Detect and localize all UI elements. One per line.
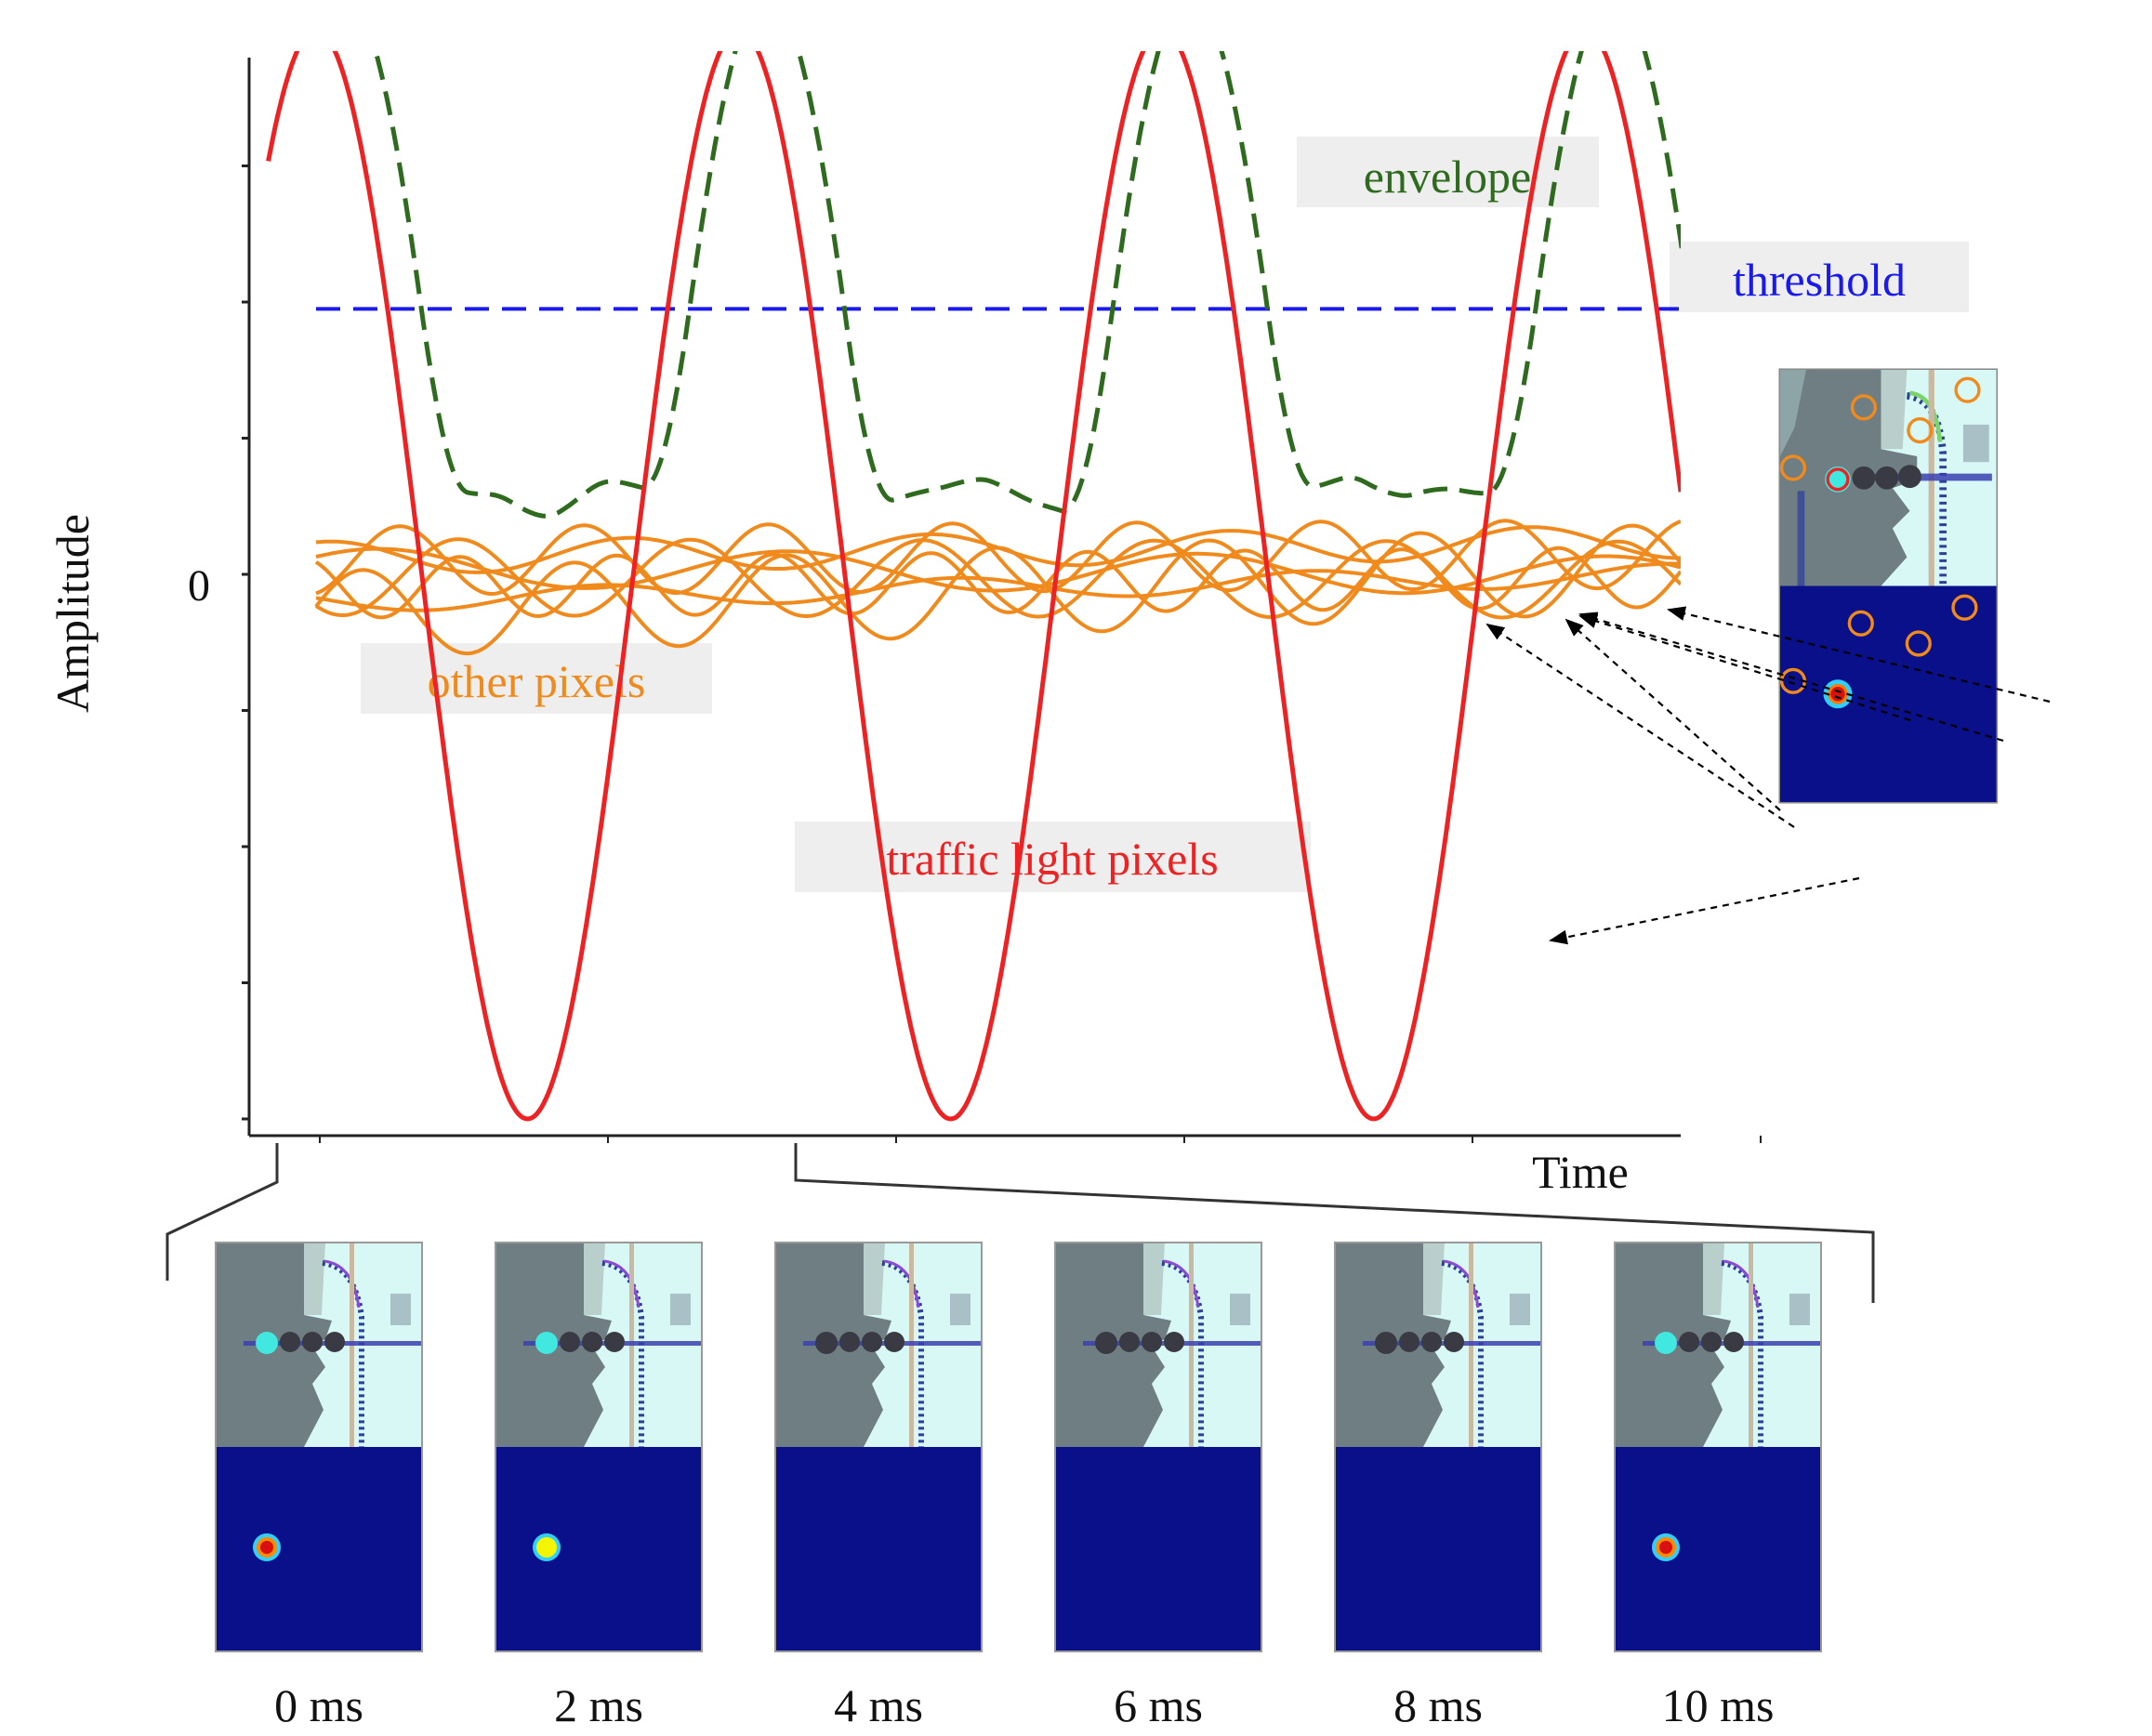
frame-light-lamp	[815, 1332, 838, 1354]
frame-heat-map	[1055, 1447, 1261, 1651]
frame-time-label: 4 ms	[834, 1679, 923, 1731]
frame-heat-map	[1615, 1447, 1821, 1651]
threshold-label: threshold	[1733, 254, 1906, 306]
traffic-light-label: traffic light pixels	[886, 833, 1218, 885]
other-pixel-line	[315, 519, 1681, 596]
frame-light-lamp	[1679, 1332, 1699, 1352]
frame-bracket	[165, 1143, 1875, 1303]
frame: 0 ms	[215, 1242, 423, 1731]
frame-sign	[1510, 1294, 1530, 1325]
y-ticks	[242, 164, 249, 1121]
frame: 8 ms	[1334, 1242, 1542, 1731]
other-pixels-label-bg	[361, 643, 712, 714]
frame-light-lamp	[1655, 1332, 1677, 1354]
frame-sign	[1230, 1294, 1250, 1325]
traffic-light-line	[266, 51, 1681, 1122]
frame-wire	[323, 1259, 361, 1309]
right-heat-map	[1780, 585, 1997, 802]
frame-heat-map	[775, 1447, 982, 1651]
frame-light-lamp	[839, 1332, 860, 1352]
frame-sign	[1789, 1294, 1810, 1325]
frame-light-lamp	[862, 1332, 882, 1352]
frame: 10 ms	[1614, 1242, 1822, 1731]
axes	[247, 58, 1681, 1138]
frame-heat-map	[495, 1447, 702, 1651]
frame-light-lamp	[1119, 1332, 1140, 1352]
frame-building	[304, 1243, 325, 1315]
frame: 2 ms	[495, 1242, 703, 1731]
frame-time-label: 0 ms	[274, 1679, 363, 1731]
frame-light-lamp	[582, 1332, 602, 1352]
other-pixel-line	[314, 546, 1681, 620]
right-thumbnail	[1778, 368, 1999, 804]
frame-light-lamp	[1701, 1332, 1722, 1352]
frame-border	[215, 1242, 423, 1652]
pointer-arrows	[1485, 606, 2051, 945]
other-pixel-line	[315, 561, 1681, 612]
x-axis-label: Time	[1532, 1146, 1629, 1198]
frame-light-lamp	[1164, 1332, 1184, 1352]
frame-wire	[1443, 1259, 1480, 1309]
frame-light-lamp	[302, 1332, 323, 1352]
frame-sequence: 0 ms 2 ms 4 ms 6 ms 8 ms 10 ms	[215, 1242, 1822, 1731]
frame-building	[1143, 1243, 1165, 1315]
frame-border	[774, 1242, 983, 1652]
frame-hot-spot	[536, 1537, 557, 1558]
frame-building	[584, 1243, 605, 1315]
frame-sign	[950, 1294, 970, 1325]
x-ticks	[319, 1136, 1762, 1143]
frame: 6 ms	[1054, 1242, 1262, 1731]
frame-hot-spot	[260, 1541, 273, 1554]
frame-light-lamp	[1444, 1332, 1464, 1352]
frame-light-lamp	[280, 1332, 300, 1352]
frame-light-lamp	[560, 1332, 580, 1352]
other-pixels-lines	[314, 519, 1681, 656]
frame: 4 ms	[774, 1242, 983, 1731]
frame-hot-spot	[1659, 1541, 1672, 1554]
frame-time-label: 6 ms	[1114, 1679, 1203, 1731]
frame-building	[864, 1243, 885, 1315]
frame-light-lamp	[324, 1332, 345, 1352]
threshold-label-bg	[1670, 242, 1969, 312]
frame-light-lamp	[535, 1332, 558, 1354]
frame-time-label: 10 ms	[1662, 1679, 1775, 1731]
frame-border	[1614, 1242, 1822, 1652]
envelope-line	[373, 51, 1681, 519]
frame-light-lamp	[1095, 1332, 1117, 1354]
frame-wire	[603, 1259, 640, 1309]
frame-light-lamp	[1421, 1332, 1442, 1352]
envelope-label-bg	[1297, 137, 1599, 207]
frame-heat-map	[1335, 1447, 1541, 1651]
frame-border	[495, 1242, 703, 1652]
frame-light-lamp	[1142, 1332, 1162, 1352]
frame-light-lamp	[1375, 1332, 1397, 1354]
frame-wire	[1163, 1259, 1200, 1309]
frame-light-lamp	[1723, 1332, 1744, 1352]
frame-sign	[390, 1294, 411, 1325]
other-pixels-label: other pixels	[428, 655, 646, 707]
frame-light-lamp	[256, 1332, 278, 1354]
frame-light-lamp	[884, 1332, 904, 1352]
envelope-label: envelope	[1364, 151, 1531, 203]
frame-border	[1334, 1242, 1542, 1652]
y-axis-label: Amplitude	[46, 514, 99, 713]
frame-light-lamp	[1399, 1332, 1419, 1352]
y-tick-label-zero: 0	[188, 561, 210, 611]
frame-border	[1054, 1242, 1262, 1652]
frame-time-label: 2 ms	[554, 1679, 643, 1731]
frame-light-lamp	[604, 1332, 625, 1352]
frame-heat-map	[216, 1447, 422, 1651]
frame-time-label: 8 ms	[1393, 1679, 1483, 1731]
frame-wire	[883, 1259, 920, 1309]
other-pixel-line	[315, 525, 1681, 574]
frame-building	[1703, 1243, 1724, 1315]
frame-sign	[670, 1294, 691, 1325]
frame-building	[1423, 1243, 1445, 1315]
frame-wire	[1723, 1259, 1760, 1309]
